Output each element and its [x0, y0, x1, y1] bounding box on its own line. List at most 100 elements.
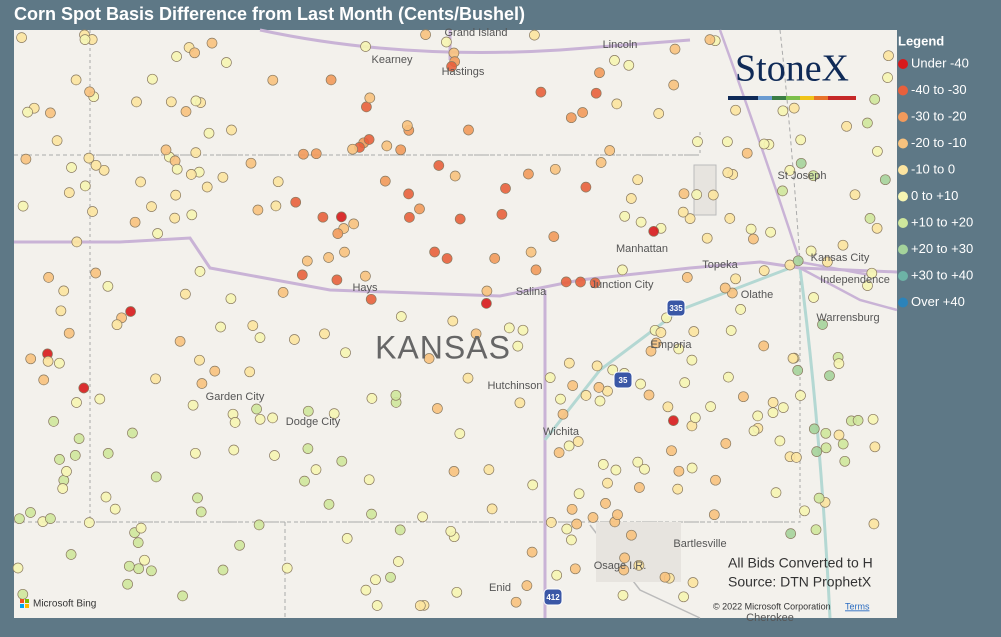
legend-swatch: [898, 271, 908, 281]
bid-point: [805, 245, 817, 257]
bid-point: [553, 447, 565, 458]
bid-point: [25, 353, 37, 365]
bid-point: [692, 136, 703, 147]
bid-point: [206, 37, 218, 49]
place-label: Independence: [820, 274, 890, 286]
bid-point: [185, 169, 197, 180]
bid-point: [190, 95, 202, 107]
bid-point: [186, 209, 198, 221]
title: Corn Spot Basis Difference from Last Mon…: [14, 4, 525, 24]
bid-point: [209, 365, 221, 377]
bid-point: [302, 443, 314, 454]
bid-point: [319, 328, 330, 340]
bid-point: [90, 267, 102, 279]
bid-point: [370, 574, 381, 586]
highway-number: 335: [669, 304, 683, 313]
bid-point: [643, 389, 655, 401]
bid-point: [71, 397, 82, 408]
bid-point: [593, 382, 605, 393]
bid-point: [54, 357, 65, 369]
legend-label: 0 to +10: [911, 188, 958, 203]
bid-point: [251, 403, 262, 415]
bid-point: [662, 401, 674, 413]
bid-point: [22, 106, 33, 118]
bid-point: [595, 157, 607, 168]
bid-point: [525, 246, 537, 258]
bid-point: [348, 218, 360, 230]
bid-point: [527, 479, 539, 491]
bid-point: [441, 36, 452, 48]
bid-point: [253, 519, 265, 531]
bid-point: [745, 223, 757, 235]
bid-point: [390, 389, 402, 401]
bid-point: [87, 206, 98, 217]
bid-point: [14, 513, 25, 525]
bid-point: [395, 311, 407, 322]
legend-label: Under -40: [911, 55, 969, 70]
bid-point: [180, 106, 192, 117]
bid-point: [12, 562, 24, 574]
bid-point: [90, 159, 102, 171]
bid-point: [363, 134, 375, 145]
bid-point: [659, 571, 671, 583]
place-label: St Joseph: [778, 170, 827, 182]
state-label: KANSAS: [375, 329, 511, 365]
bid-point: [381, 140, 393, 152]
bid-point: [332, 228, 344, 239]
legend-label: Over +40: [911, 294, 965, 309]
legend-swatch: [898, 138, 908, 149]
bid-point: [597, 459, 609, 470]
bid-point: [619, 552, 630, 564]
bid-point: [618, 564, 630, 576]
bid-point: [171, 51, 182, 62]
bid-point: [17, 588, 29, 600]
bid-point: [735, 304, 746, 315]
bid-point: [517, 324, 529, 336]
bid-point: [336, 211, 347, 223]
bid-point: [486, 503, 498, 515]
terms-link[interactable]: Terms: [845, 601, 870, 611]
place-label: Kansas City: [811, 252, 870, 264]
bid-point: [604, 145, 616, 156]
bid-point: [748, 425, 760, 437]
legend-label: -20 to -10: [911, 135, 967, 150]
place-label: Hays: [352, 282, 378, 294]
legend-swatch: [898, 165, 908, 175]
bid-point: [822, 256, 833, 268]
bid-point: [557, 408, 569, 420]
bid-point: [566, 534, 577, 546]
bid-point: [147, 73, 158, 85]
bid-point: [799, 505, 810, 517]
bid-point: [730, 273, 741, 285]
bid-point: [820, 427, 832, 439]
bid-point: [565, 112, 577, 124]
bid-point: [65, 549, 77, 560]
bid-point: [673, 343, 685, 355]
bid-point: [862, 117, 873, 129]
bid-point: [234, 539, 245, 551]
bid-point: [449, 170, 461, 182]
bid-point: [331, 274, 343, 286]
bid-point: [190, 147, 202, 158]
place-label: Manhattan: [616, 243, 668, 255]
logo: StoneX: [735, 48, 849, 90]
place-label: Grand Island: [445, 27, 508, 39]
bid-point: [725, 325, 737, 336]
bid-point: [633, 559, 645, 571]
highway-shield: [613, 371, 633, 389]
bid-point: [83, 152, 95, 164]
bid-point: [765, 226, 776, 238]
bid-point: [364, 92, 376, 104]
bid-point: [441, 253, 453, 264]
bid-point: [612, 509, 623, 521]
bid-point: [462, 372, 474, 384]
bid-point: [684, 213, 696, 224]
bid-point: [650, 337, 662, 349]
note: All Bids Converted to H: [728, 555, 873, 571]
bid-point: [852, 415, 864, 426]
bid-point: [131, 96, 142, 108]
bid-point: [187, 399, 199, 411]
bid-point: [563, 357, 575, 369]
bid-point: [454, 428, 466, 439]
bid-point: [833, 358, 845, 369]
